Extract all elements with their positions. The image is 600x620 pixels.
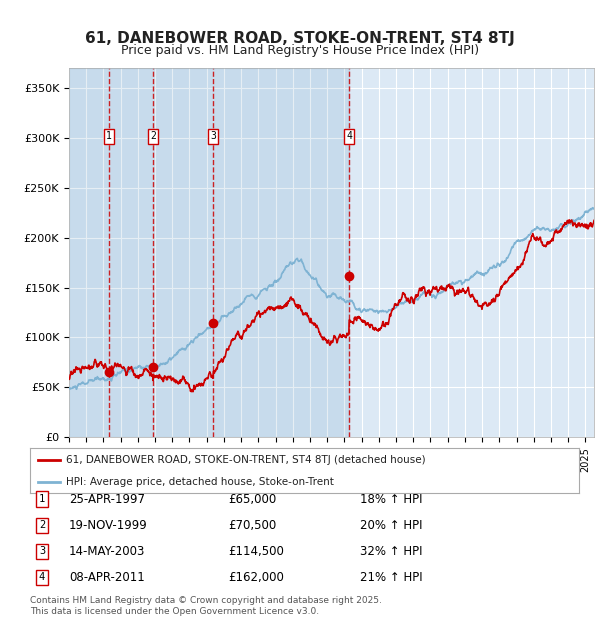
Text: HPI: Average price, detached house, Stoke-on-Trent: HPI: Average price, detached house, Stok… [65, 477, 334, 487]
Text: 08-APR-2011: 08-APR-2011 [69, 571, 145, 583]
Text: 4: 4 [346, 131, 352, 141]
Text: 61, DANEBOWER ROAD, STOKE-ON-TRENT, ST4 8TJ (detached house): 61, DANEBOWER ROAD, STOKE-ON-TRENT, ST4 … [65, 455, 425, 466]
Text: £114,500: £114,500 [228, 545, 284, 557]
Text: 21% ↑ HPI: 21% ↑ HPI [360, 571, 422, 583]
Text: £65,000: £65,000 [228, 493, 276, 505]
Bar [69, 68, 349, 437]
Text: 2: 2 [39, 520, 45, 530]
Text: 18% ↑ HPI: 18% ↑ HPI [360, 493, 422, 505]
Text: 3: 3 [39, 546, 45, 556]
Text: 19-NOV-1999: 19-NOV-1999 [69, 519, 148, 531]
Text: 20% ↑ HPI: 20% ↑ HPI [360, 519, 422, 531]
Text: £70,500: £70,500 [228, 519, 276, 531]
Text: 1: 1 [39, 494, 45, 504]
Text: 2: 2 [150, 131, 156, 141]
Text: Contains HM Land Registry data © Crown copyright and database right 2025.
This d: Contains HM Land Registry data © Crown c… [30, 596, 382, 616]
Text: 14-MAY-2003: 14-MAY-2003 [69, 545, 145, 557]
Text: 32% ↑ HPI: 32% ↑ HPI [360, 545, 422, 557]
Text: 25-APR-1997: 25-APR-1997 [69, 493, 145, 505]
Text: 1: 1 [106, 131, 112, 141]
Text: 3: 3 [210, 131, 216, 141]
Text: 61, DANEBOWER ROAD, STOKE-ON-TRENT, ST4 8TJ: 61, DANEBOWER ROAD, STOKE-ON-TRENT, ST4 … [85, 31, 515, 46]
Text: Price paid vs. HM Land Registry's House Price Index (HPI): Price paid vs. HM Land Registry's House … [121, 45, 479, 57]
Text: £162,000: £162,000 [228, 571, 284, 583]
Text: 4: 4 [39, 572, 45, 582]
